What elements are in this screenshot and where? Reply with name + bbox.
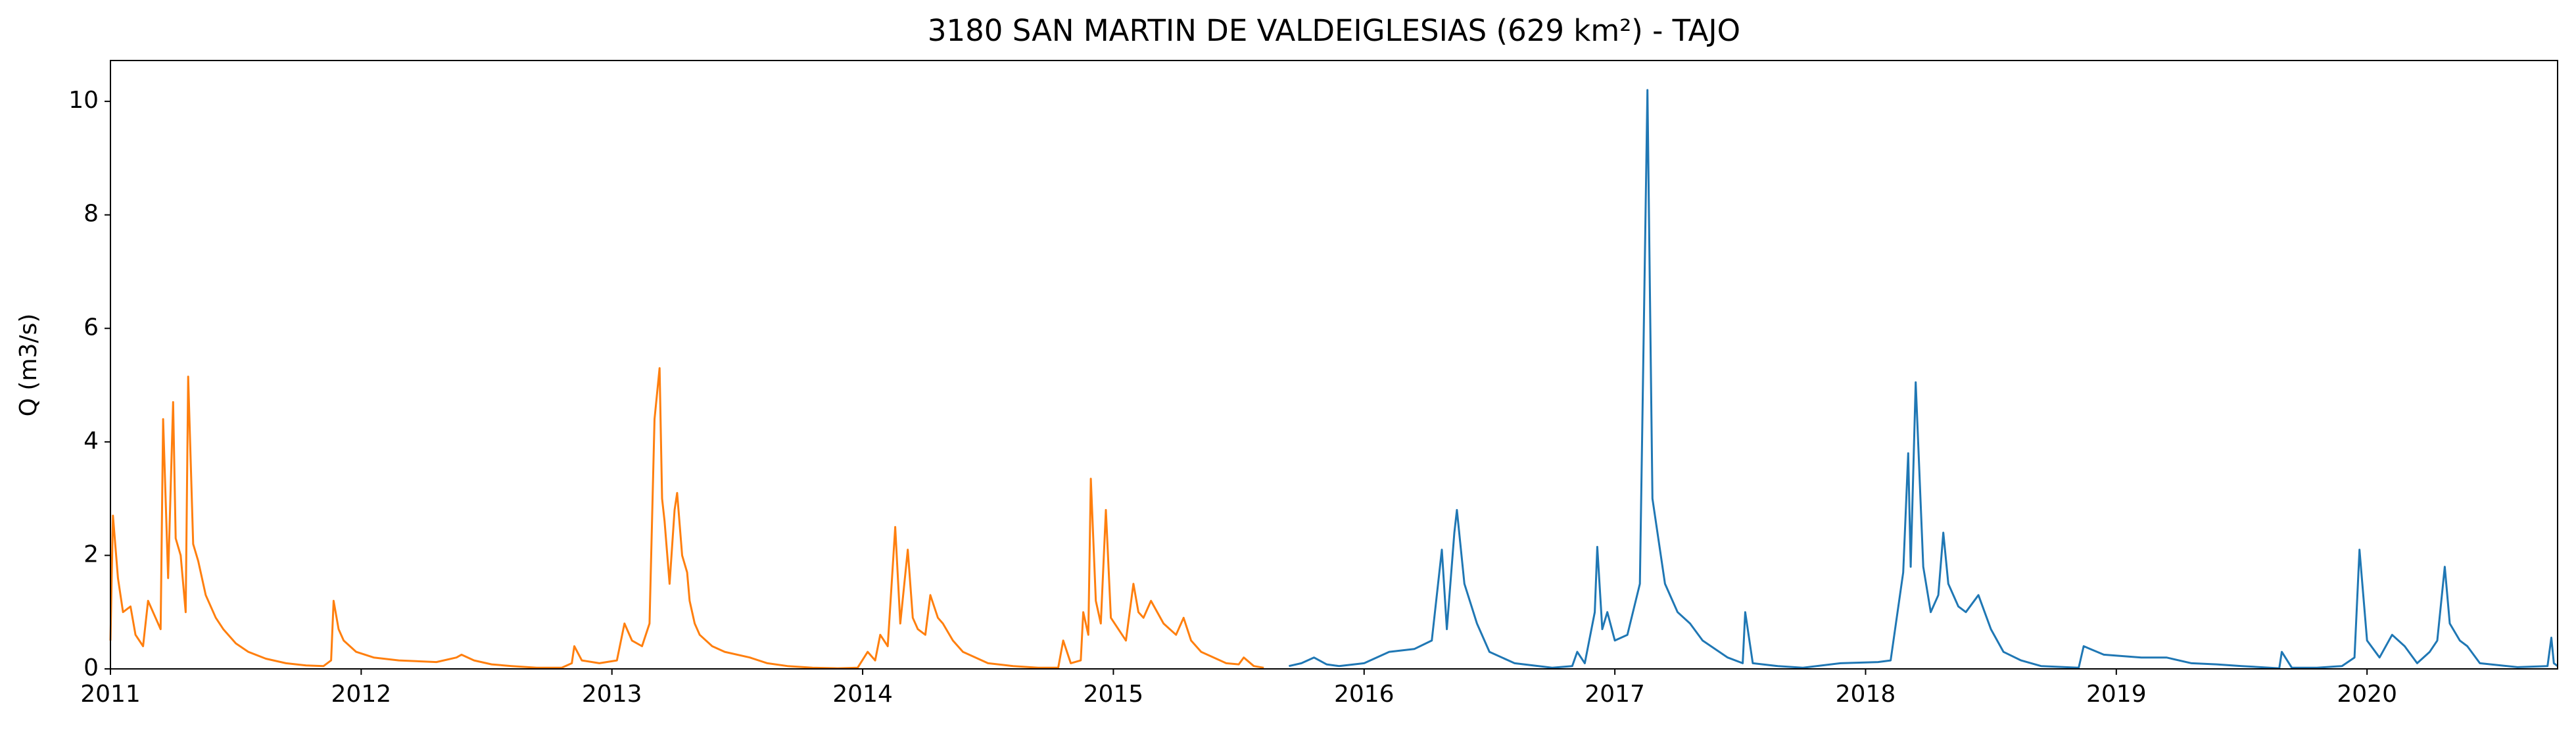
x-tick-label: 2020 [2337,681,2397,708]
x-tick-label: 2016 [1334,681,1395,708]
y-axis-label: Q (m3/s) [15,314,42,417]
y-tick-label: 10 [68,87,99,114]
x-tick-label: 2013 [582,681,642,708]
flow-line [1289,89,2558,670]
x-tick-label: 2018 [1836,681,1896,708]
x-tick-label: 2019 [2086,681,2147,708]
y-tick-label: 2 [83,541,99,568]
x-tick-label: 2015 [1084,681,1144,708]
plot-frame [110,60,2558,670]
y-tick-label: 4 [83,428,99,454]
x-tick-label: 2012 [331,681,392,708]
x-tick-label: 2011 [80,681,141,708]
x-tick-label: 2017 [1585,681,1645,708]
y-tick-label: 6 [83,314,99,341]
flow-line [109,367,1264,670]
y-tick-label: 8 [83,201,99,228]
x-tick-label: 2014 [832,681,893,708]
y-tick-label: 0 [83,654,99,681]
chart-title: 3180 SAN MARTIN DE VALDEIGLESIAS (629 km… [928,13,1740,48]
